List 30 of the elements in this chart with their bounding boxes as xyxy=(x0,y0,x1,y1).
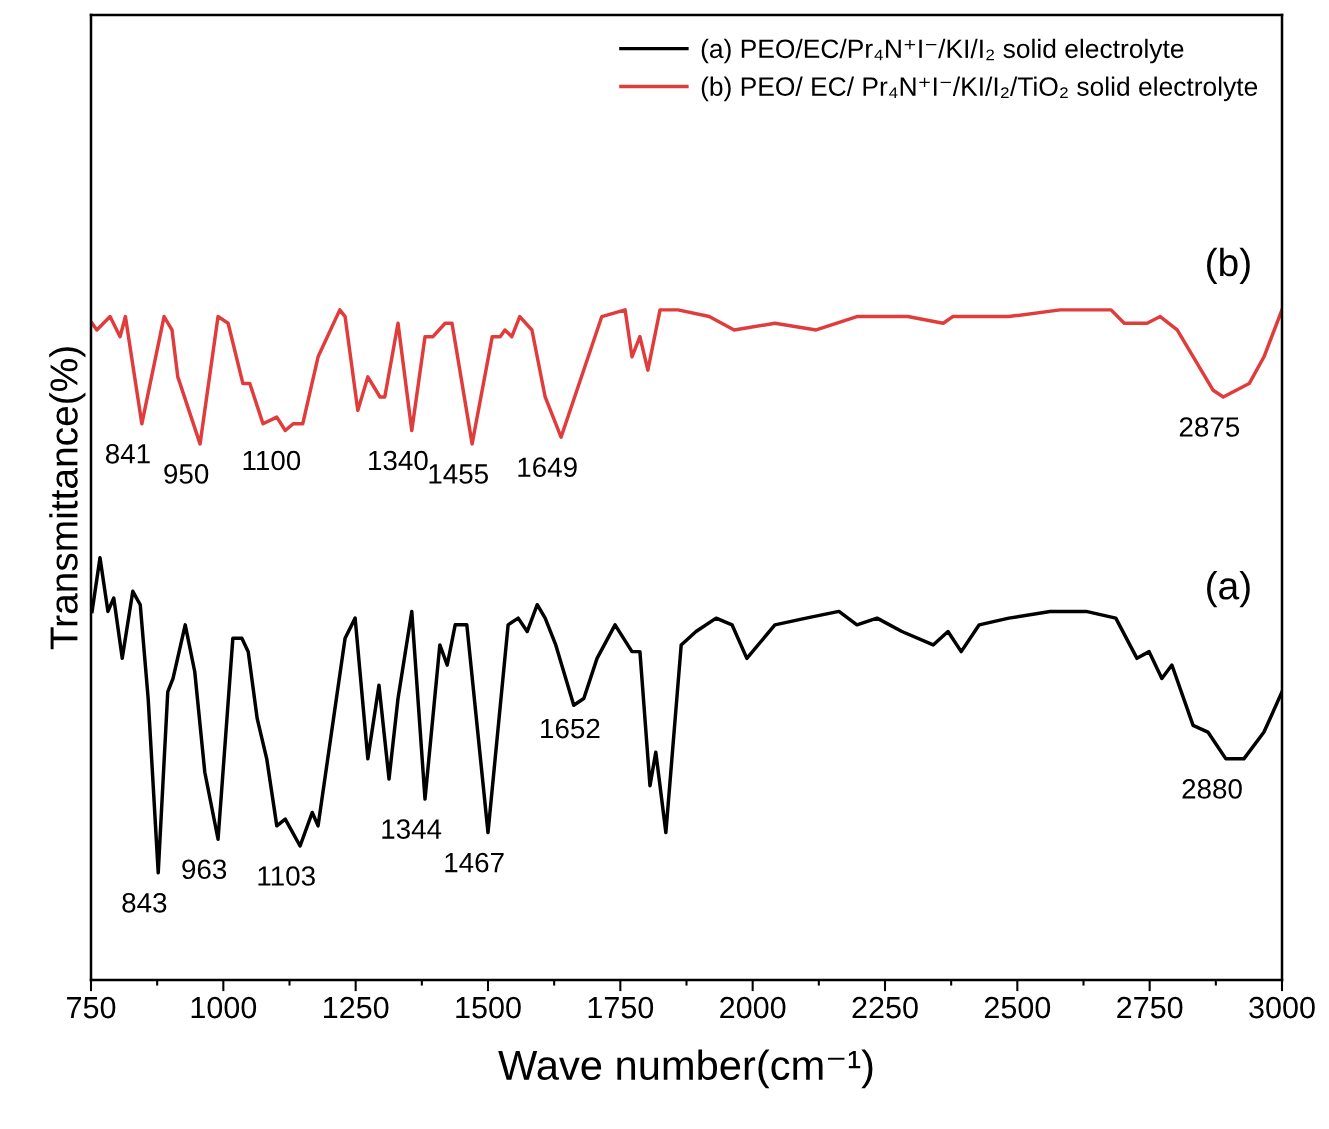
annotation: 1649 xyxy=(518,457,577,478)
annotation: 963 xyxy=(182,859,227,880)
text: (b) xyxy=(1207,247,1250,285)
annotation: 1103 xyxy=(258,866,315,886)
x-tick-label: 2250 xyxy=(852,996,918,1019)
annotation: (a) xyxy=(1207,571,1250,608)
annotation: 1652 xyxy=(541,718,600,739)
x-tick-label: 1750 xyxy=(588,996,654,1019)
legend-label: (a) PEO/EC/Pr₄N⁺I⁻/KI/I₂ solid electrolyte xyxy=(701,38,1184,64)
x-tick-label: 750 xyxy=(67,996,116,1019)
x-tick-label: 2500 xyxy=(984,996,1051,1019)
annotation: 843 xyxy=(122,892,167,913)
x-tick-label: 3000 xyxy=(1249,996,1315,1019)
annotation: 1344 xyxy=(382,819,442,839)
annotation: 950 xyxy=(164,464,209,484)
annotation: 1455 xyxy=(429,464,488,484)
annotation: 841 xyxy=(105,443,150,464)
x-axis-title: Wave number(cm⁻¹) xyxy=(498,1049,873,1089)
x-tick-label: 1500 xyxy=(456,996,521,1019)
annotation: 2875 xyxy=(1179,417,1240,437)
x-tick-label: 2750 xyxy=(1117,996,1183,1019)
x-tick-label: 1000 xyxy=(191,996,257,1019)
x-tick-label: 2000 xyxy=(720,996,786,1019)
annotation: 1100 xyxy=(243,450,301,471)
annotation: 2880 xyxy=(1182,779,1242,799)
x-tick-label: 1250 xyxy=(324,996,389,1019)
annotation: 1467 xyxy=(445,852,504,873)
y-axis-title: Transmittance(%) xyxy=(49,347,86,650)
annotation: 1340 xyxy=(369,450,428,471)
legend-label: (b) PEO/ EC/ Pr₄N⁺I⁻/KI/I₂/TiO₂ solid electrolyte xyxy=(701,76,1258,102)
